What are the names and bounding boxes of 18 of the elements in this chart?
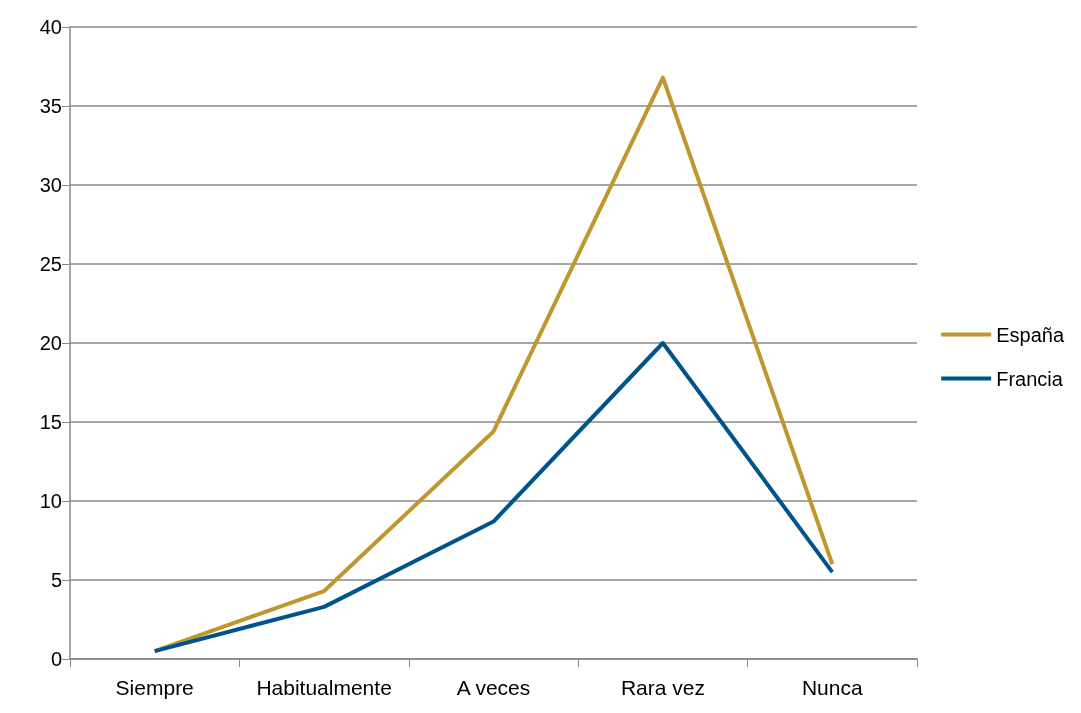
y-tick-label: 30	[39, 174, 62, 196]
legend-label: España	[996, 323, 1065, 346]
x-tick-label: Rara vez	[620, 676, 705, 699]
x-tick-label: A veces	[456, 676, 531, 699]
x-tick-label: Habitualmente	[256, 676, 392, 699]
line-series	[152, 341, 835, 654]
y-tick-label: 25	[39, 253, 62, 275]
x-tick-label: Nunca	[801, 676, 863, 699]
line-series	[152, 75, 835, 654]
legend-label: Francia	[996, 367, 1064, 390]
y-tick-label: 40	[39, 16, 62, 38]
y-tick-label: 35	[39, 95, 62, 117]
y-tick-label: 5	[50, 569, 62, 591]
y-tick-label: 20	[39, 332, 62, 354]
y-tick-label: 10	[39, 490, 62, 512]
x-tick-label: Siempre	[115, 676, 194, 699]
y-tick-label: 0	[50, 648, 62, 670]
y-tick-label: 15	[39, 411, 62, 433]
